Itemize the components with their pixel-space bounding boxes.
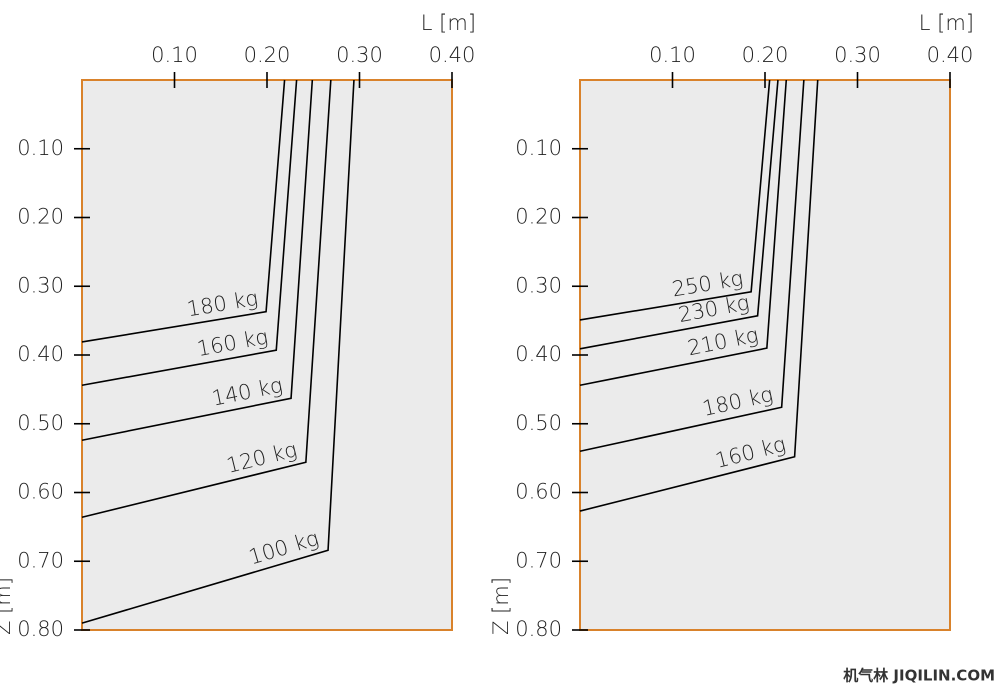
curve	[81, 79, 286, 343]
curve	[579, 79, 805, 453]
x-tick-label: 0.20	[244, 43, 291, 67]
y-tick-label: 0.60	[17, 480, 64, 504]
y-tick-label: 0.40	[17, 342, 64, 366]
curve	[81, 79, 298, 387]
x-tick-label: 0.40	[927, 43, 974, 67]
x-axis-label: L [m]	[421, 11, 476, 35]
y-axis-label: Z [m]	[0, 577, 15, 635]
plot-area	[579, 79, 951, 631]
x-tick-label: 0.30	[834, 43, 881, 67]
x-tick-label: 0.40	[429, 43, 476, 67]
y-tick-label: 0.20	[515, 205, 562, 229]
curve	[579, 79, 819, 512]
y-tick-label: 0.70	[515, 548, 562, 572]
y-axis-label: Z [m]	[489, 577, 513, 635]
y-tick-label: 0.60	[515, 480, 562, 504]
y-tick-label: 0.10	[515, 136, 562, 160]
x-tick-label: 0.30	[336, 43, 383, 67]
y-tick-label: 0.50	[17, 411, 64, 435]
x-axis-label: L [m]	[919, 11, 974, 35]
y-tick-label: 0.30	[17, 273, 64, 297]
y-tick-label: 0.80	[17, 617, 64, 641]
curve	[579, 79, 771, 321]
curve	[579, 79, 788, 387]
x-tick-label: 0.10	[649, 43, 696, 67]
y-tick-label: 0.50	[515, 411, 562, 435]
watermark: 机气林 JIQILIN.COM	[843, 667, 995, 685]
curve	[81, 79, 355, 624]
y-tick-label: 0.80	[515, 617, 562, 641]
x-tick-label: 0.20	[742, 43, 789, 67]
x-tick-label: 0.10	[151, 43, 198, 67]
curve	[579, 79, 779, 350]
y-tick-label: 0.20	[17, 205, 64, 229]
y-tick-label: 0.30	[515, 273, 562, 297]
curve	[81, 79, 332, 519]
y-tick-label: 0.40	[515, 342, 562, 366]
curve	[81, 79, 314, 442]
y-tick-label: 0.10	[17, 136, 64, 160]
y-tick-label: 0.70	[17, 548, 64, 572]
plot-area	[81, 79, 453, 631]
